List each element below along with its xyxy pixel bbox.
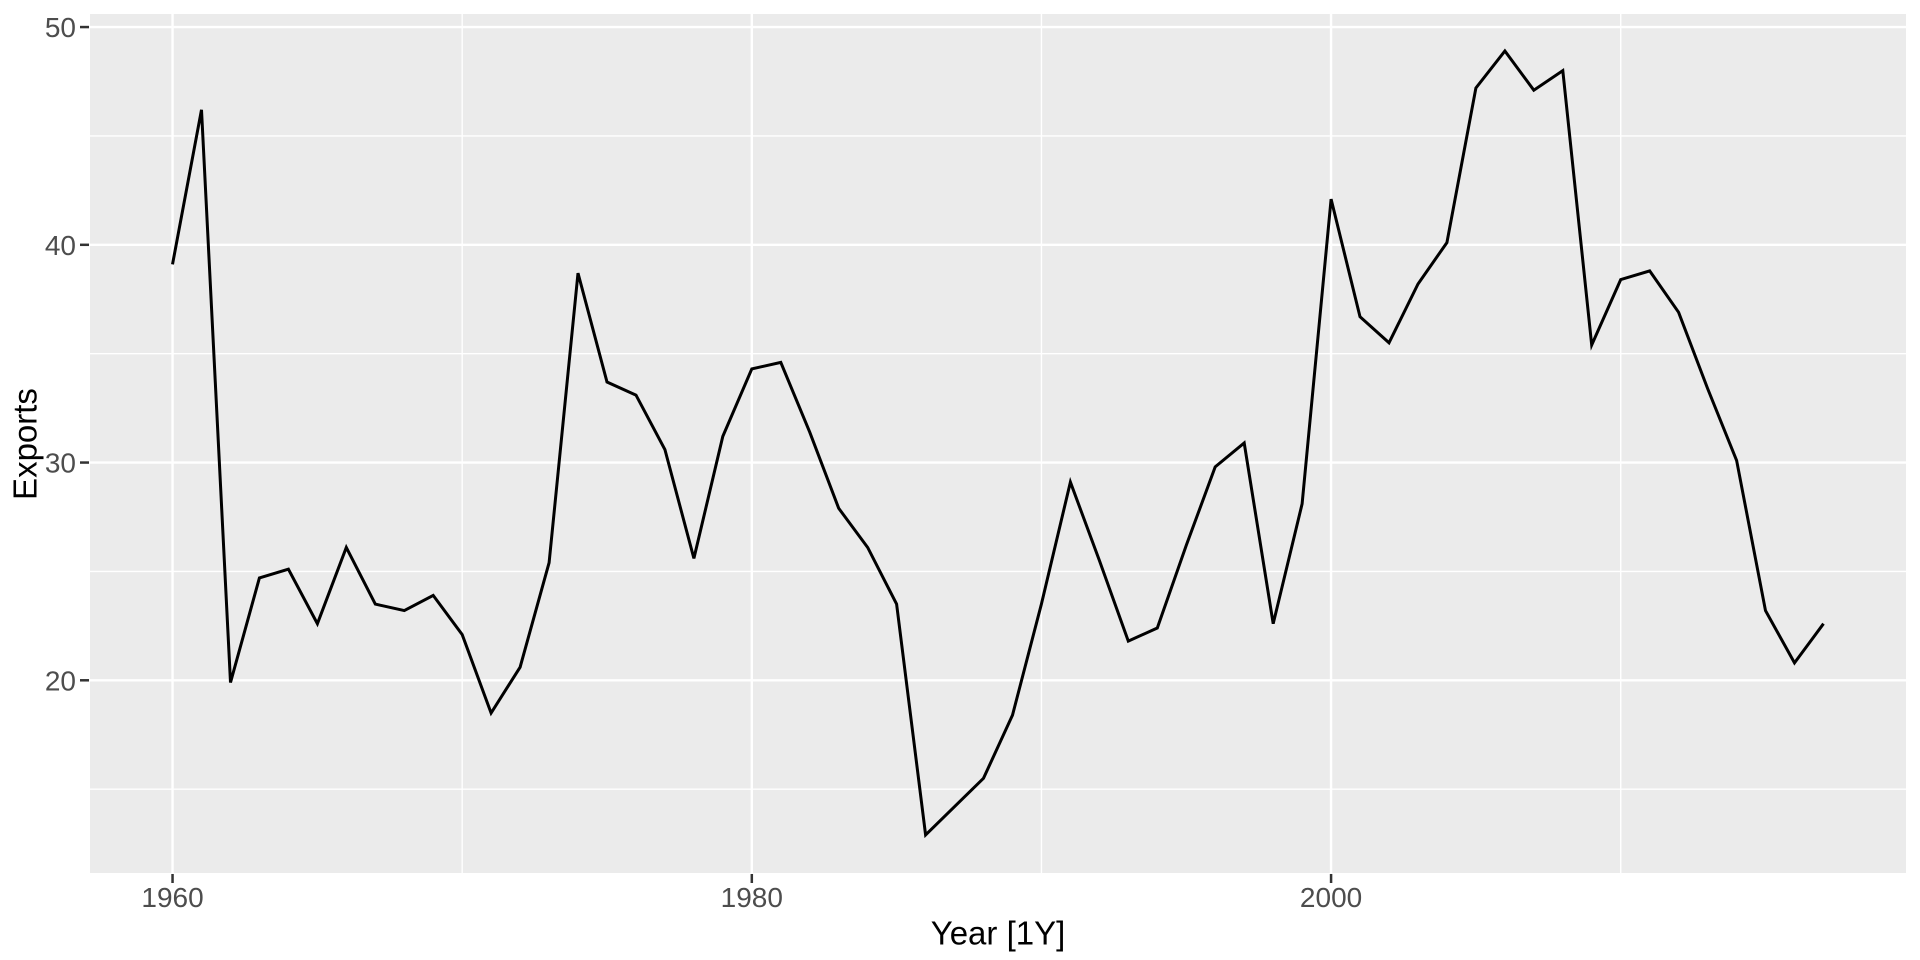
exports-series-line <box>171 48 1825 839</box>
y-tick-label: 20 <box>45 665 76 696</box>
y-tick-label: 30 <box>45 448 76 479</box>
x-tick-label: 2000 <box>1300 882 1362 913</box>
x-tick-label: 1960 <box>141 882 203 913</box>
y-axis-title: Exports <box>6 388 44 500</box>
x-tick-label: 1980 <box>721 882 783 913</box>
y-tick-label: 40 <box>45 230 76 261</box>
x-axis-title: Year [1Y] <box>930 914 1066 952</box>
y-tick-label: 50 <box>45 12 76 43</box>
plot-panel <box>90 14 1906 873</box>
